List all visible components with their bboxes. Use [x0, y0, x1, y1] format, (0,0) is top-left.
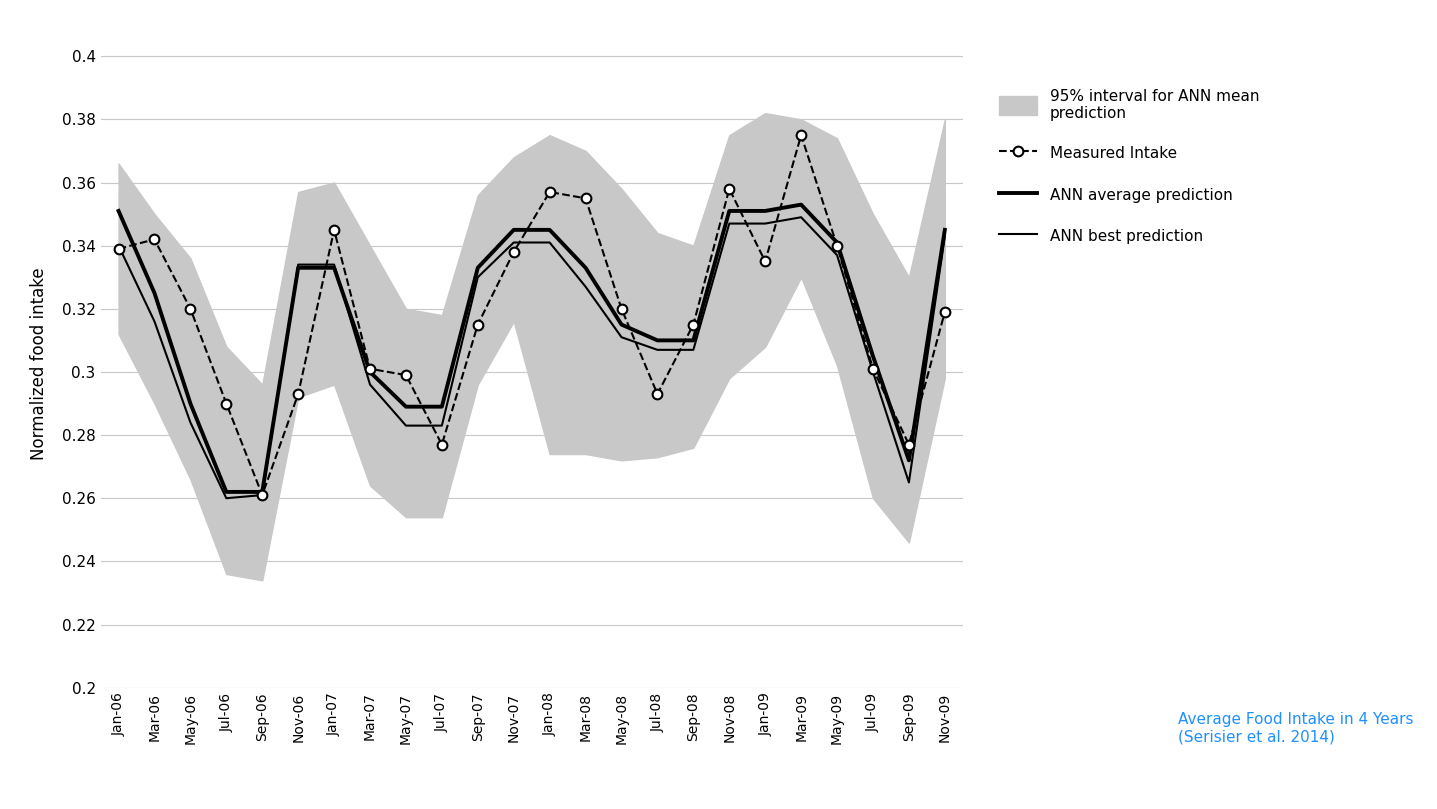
Legend: 95% interval for ANN mean
prediction, Measured Intake, ANN average prediction, A: 95% interval for ANN mean prediction, Me…: [999, 88, 1259, 246]
Text: Average Food Intake in 4 Years
(Serisier et al. 2014): Average Food Intake in 4 Years (Serisier…: [1178, 712, 1414, 744]
Y-axis label: Normalized food intake: Normalized food intake: [30, 268, 47, 460]
